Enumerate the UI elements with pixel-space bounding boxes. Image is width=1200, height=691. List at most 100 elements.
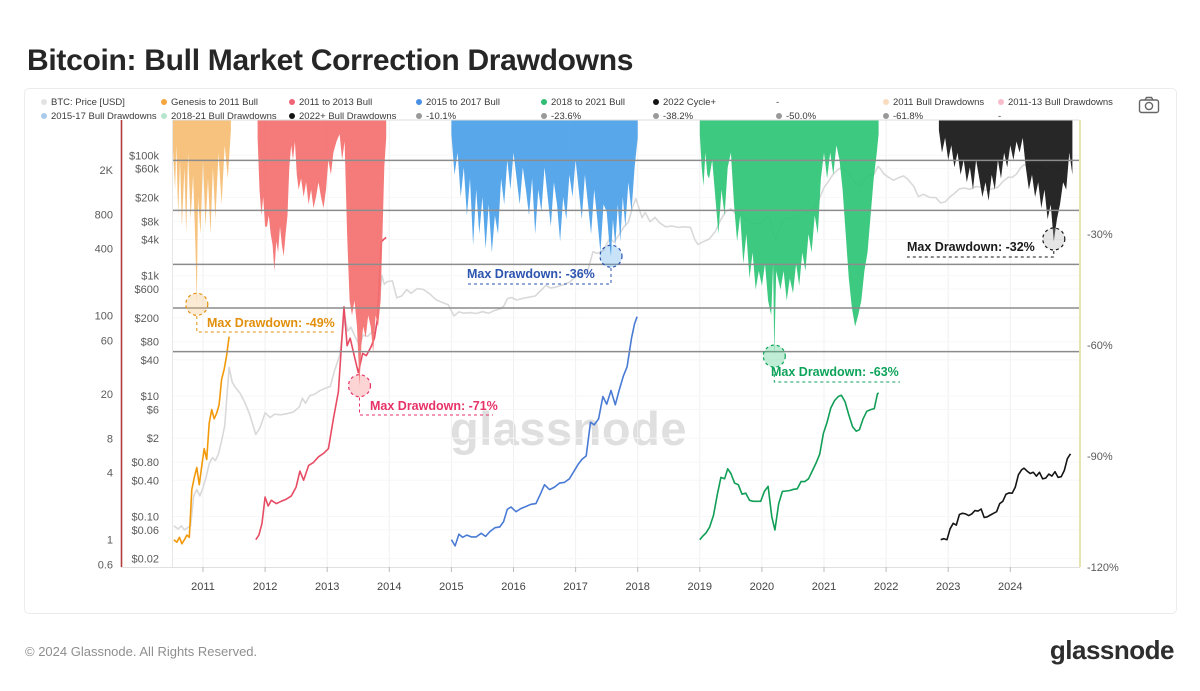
index-axis-label: 100: [95, 311, 113, 323]
legend-item[interactable]: 2022+ Bull Drawdowns: [289, 110, 396, 122]
price-axis-label: $200: [135, 313, 159, 325]
glassnode-watermark: glassnode: [450, 402, 687, 455]
drawdown-axis-label: -120%: [1087, 562, 1119, 574]
legend-label: 2022 Cycle+: [663, 96, 717, 108]
max-drawdown-label: Max Drawdown: -49%: [207, 316, 335, 330]
drawdown-area-1: [257, 120, 387, 386]
x-axis-year-label: 2015: [439, 581, 463, 593]
legend-dot-icon: [41, 113, 47, 119]
x-axis-year-label: 2022: [874, 581, 898, 593]
glassnode-wordmark: glassnode: [1049, 635, 1175, 665]
legend-dot-icon: [541, 99, 547, 105]
drawdown-axis-label: -60%: [1087, 340, 1113, 352]
x-axis-year-label: 2023: [936, 581, 960, 593]
legend-item[interactable]: 2011 to 2013 Bull: [289, 96, 372, 108]
legend-label: 2015-17 Bull Drawdowns: [51, 110, 157, 122]
price-axis-label: $8k: [141, 216, 159, 228]
legend-label: -23.6%: [551, 110, 582, 122]
legend-item[interactable]: -: [776, 96, 779, 108]
max-drawdown-annotation-2: Max Drawdown: -36%: [467, 244, 623, 285]
x-axis-year-label: 2013: [315, 581, 339, 593]
legend-item[interactable]: -: [998, 110, 1001, 122]
legend-label: 2015 to 2017 Bull: [426, 96, 500, 108]
annotation-connector: [196, 316, 335, 333]
bull-line-4: [940, 453, 1072, 541]
legend-item[interactable]: -10.1%: [416, 110, 456, 122]
index-axis-label: 4: [107, 467, 113, 479]
legend-label: -10.1%: [426, 110, 457, 122]
max-drawdown-annotation-0: Max Drawdown: -49%: [185, 292, 335, 333]
legend-item[interactable]: 2011 Bull Drawdowns: [883, 96, 984, 108]
price-axis-label: $1k: [141, 271, 159, 283]
camera-icon-button[interactable]: [1138, 96, 1160, 114]
drawdown-area-3: [699, 120, 879, 357]
index-axis-label: 800: [95, 210, 113, 222]
legend-item[interactable]: 2018 to 2021 Bull: [541, 96, 625, 108]
price-axis-label: $80: [141, 337, 159, 349]
price-axis-label: $6: [147, 404, 159, 416]
legend-item[interactable]: 2018-21 Bull Drawdowns: [161, 110, 277, 122]
legend-item[interactable]: Genesis to 2011 Bull: [161, 96, 258, 108]
legend-label: 2018-21 Bull Drawdowns: [171, 110, 277, 122]
chart-legend: BTC: Price [USD] Genesis to 2011 Bull 2011…: [25, 89, 1176, 122]
legend-item[interactable]: 2011-13 Bull Drawdowns: [998, 96, 1113, 108]
legend-item[interactable]: -61.8%: [883, 110, 923, 122]
legend-label: -61.8%: [893, 110, 924, 122]
legend-item[interactable]: -50.0%: [776, 110, 816, 122]
drawdown-axis-label: -30%: [1087, 229, 1113, 241]
x-axis-year-label: 2016: [501, 581, 525, 593]
legend-label: -: [998, 110, 1002, 122]
max-drawdown-label: Max Drawdown: -32%: [907, 240, 1035, 254]
index-axis-label: 2K: [100, 165, 114, 177]
page-title: Bitcoin: Bull Market Correction Drawdown…: [27, 44, 634, 78]
price-axis-label: $100k: [129, 150, 159, 162]
x-axis-year-label: 2020: [750, 581, 774, 593]
drawdown-axis-label: -90%: [1087, 451, 1113, 463]
legend-dot-icon: [541, 113, 547, 119]
max-drawdown-label: Max Drawdown: -63%: [771, 365, 899, 379]
legend-dot-icon: [41, 99, 47, 105]
legend-dot-icon: [161, 113, 167, 119]
max-drawdown-marker: [185, 292, 209, 316]
legend-item[interactable]: 2015-17 Bull Drawdowns: [41, 110, 157, 122]
price-axis-label: $600: [135, 284, 159, 296]
legend-dot-icon: [776, 113, 782, 119]
max-drawdown-marker: [599, 244, 623, 268]
legend-item[interactable]: BTC: Price [USD]: [41, 96, 125, 108]
max-drawdown-label: Max Drawdown: -36%: [467, 267, 595, 281]
legend-dot-icon: [416, 113, 422, 119]
bull-line-0: [173, 336, 230, 545]
legend-dot-icon: [161, 99, 167, 105]
price-axis-label: $60k: [135, 164, 159, 176]
legend-item[interactable]: -38.2%: [653, 110, 693, 122]
x-axis-year-label: 2014: [377, 581, 401, 593]
price-axis-label: $0.80: [131, 457, 159, 469]
legend-label: -50.0%: [786, 110, 817, 122]
x-axis-year-label: 2011: [191, 581, 215, 593]
price-axis-label: $0.10: [131, 512, 159, 524]
plot-area: [173, 120, 1073, 547]
max-drawdown-marker: [1042, 227, 1066, 251]
legend-label: 2011 to 2013 Bull: [299, 96, 373, 108]
legend-dot-icon: [998, 99, 1004, 105]
index-axis-label: 60: [101, 336, 113, 348]
drawdown-area-4: [938, 120, 1073, 242]
x-axis-year-label: 2024: [998, 581, 1022, 593]
gridlines: [173, 120, 1079, 567]
chart-panel: glassnode BTC: Price [USD] Genesis to 201…: [24, 88, 1177, 614]
legend-dot-icon: [883, 113, 889, 119]
legend-item[interactable]: -23.6%: [541, 110, 581, 122]
max-drawdown-marker: [347, 374, 372, 398]
index-axis-label: 400: [95, 243, 113, 255]
price-axis-label: $2: [147, 433, 159, 445]
legend-item[interactable]: 2022 Cycle+: [653, 96, 716, 108]
legend-dot-icon: [653, 113, 659, 119]
annotation-connector: [907, 251, 1055, 258]
max-drawdown-annotation-4: Max Drawdown: -32%: [907, 227, 1066, 258]
index-axis-label: 20: [101, 389, 113, 401]
legend-item[interactable]: 2015 to 2017 Bull: [416, 96, 500, 108]
legend-dot-icon: [289, 99, 295, 105]
bull-line-1: [255, 236, 387, 541]
legend-dot-icon: [416, 99, 422, 105]
